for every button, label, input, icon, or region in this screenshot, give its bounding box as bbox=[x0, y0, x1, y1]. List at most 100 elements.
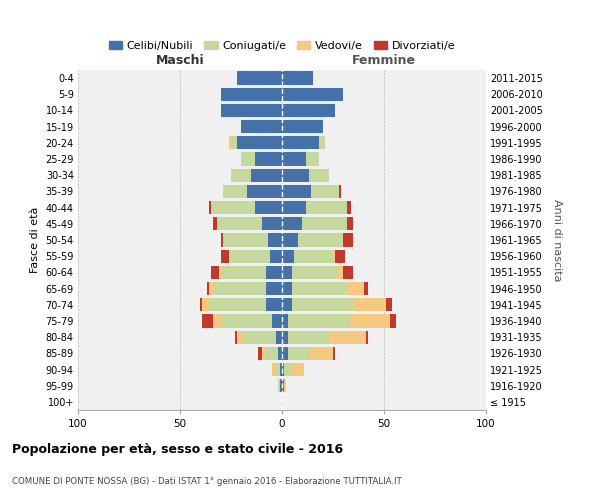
Bar bbox=[298, 234, 343, 246]
Bar bbox=[237, 136, 282, 149]
Bar bbox=[311, 185, 339, 198]
Bar bbox=[202, 314, 212, 328]
Bar bbox=[211, 266, 219, 279]
Bar bbox=[364, 282, 368, 295]
Y-axis label: Fasce di età: Fasce di età bbox=[30, 207, 40, 273]
Bar bbox=[386, 298, 392, 312]
Bar bbox=[292, 298, 353, 312]
Bar bbox=[247, 185, 282, 198]
Bar bbox=[241, 152, 256, 166]
Bar bbox=[294, 250, 333, 263]
Bar bbox=[272, 314, 282, 328]
Bar bbox=[221, 250, 229, 263]
Bar bbox=[282, 314, 288, 328]
Bar bbox=[251, 168, 282, 182]
Text: Maschi: Maschi bbox=[155, 54, 205, 67]
Bar bbox=[282, 152, 307, 166]
Bar bbox=[256, 201, 282, 214]
Bar bbox=[282, 185, 311, 198]
Bar bbox=[282, 168, 308, 182]
Bar bbox=[343, 266, 353, 279]
Bar bbox=[282, 88, 343, 101]
Bar bbox=[353, 298, 386, 312]
Bar bbox=[200, 298, 202, 312]
Bar bbox=[292, 282, 347, 295]
Bar bbox=[221, 88, 282, 101]
Bar bbox=[278, 346, 282, 360]
Bar bbox=[347, 201, 352, 214]
Bar bbox=[307, 201, 347, 214]
Bar bbox=[221, 104, 282, 117]
Bar bbox=[282, 282, 292, 295]
Bar bbox=[288, 346, 308, 360]
Bar bbox=[288, 314, 349, 328]
Bar bbox=[308, 346, 333, 360]
Bar bbox=[237, 72, 282, 85]
Bar bbox=[343, 234, 353, 246]
Bar bbox=[270, 250, 282, 263]
Bar bbox=[280, 379, 282, 392]
Bar bbox=[308, 168, 329, 182]
Bar bbox=[266, 266, 282, 279]
Text: Femmine: Femmine bbox=[352, 54, 416, 67]
Bar bbox=[288, 330, 329, 344]
Bar bbox=[211, 201, 256, 214]
Bar bbox=[282, 234, 298, 246]
Bar bbox=[268, 234, 282, 246]
Legend: Celibi/Nubili, Coniugati/e, Vedovi/e, Divorziati/e: Celibi/Nubili, Coniugati/e, Vedovi/e, Di… bbox=[104, 36, 460, 56]
Bar bbox=[292, 266, 337, 279]
Bar bbox=[257, 346, 262, 360]
Bar bbox=[243, 330, 276, 344]
Bar bbox=[302, 217, 347, 230]
Bar bbox=[272, 363, 276, 376]
Bar bbox=[212, 314, 221, 328]
Bar bbox=[266, 346, 278, 360]
Text: COMUNE DI PONTE NOSSA (BG) - Dati ISTAT 1° gennaio 2016 - Elaborazione TUTTITALI: COMUNE DI PONTE NOSSA (BG) - Dati ISTAT … bbox=[12, 477, 402, 486]
Bar bbox=[282, 217, 302, 230]
Bar bbox=[241, 120, 282, 134]
Bar bbox=[262, 217, 282, 230]
Bar bbox=[231, 136, 237, 149]
Bar bbox=[209, 201, 211, 214]
Bar bbox=[209, 282, 212, 295]
Bar bbox=[219, 266, 221, 279]
Bar bbox=[235, 330, 237, 344]
Bar bbox=[329, 330, 365, 344]
Bar bbox=[266, 282, 282, 295]
Bar bbox=[212, 217, 217, 230]
Bar bbox=[282, 104, 335, 117]
Bar bbox=[256, 152, 282, 166]
Bar bbox=[282, 136, 319, 149]
Bar bbox=[282, 379, 284, 392]
Bar bbox=[319, 136, 325, 149]
Bar bbox=[282, 330, 288, 344]
Bar bbox=[229, 250, 270, 263]
Bar bbox=[282, 201, 307, 214]
Bar bbox=[276, 363, 280, 376]
Bar bbox=[347, 217, 353, 230]
Bar bbox=[307, 152, 319, 166]
Bar bbox=[280, 363, 282, 376]
Bar bbox=[217, 217, 262, 230]
Bar bbox=[209, 298, 266, 312]
Bar bbox=[221, 314, 272, 328]
Bar bbox=[221, 266, 266, 279]
Bar bbox=[333, 250, 335, 263]
Bar bbox=[333, 346, 335, 360]
Bar bbox=[202, 298, 209, 312]
Bar bbox=[221, 234, 223, 246]
Bar bbox=[339, 185, 341, 198]
Bar bbox=[284, 363, 292, 376]
Bar bbox=[282, 250, 294, 263]
Bar bbox=[282, 266, 292, 279]
Bar bbox=[212, 282, 266, 295]
Bar bbox=[292, 363, 304, 376]
Bar bbox=[223, 234, 268, 246]
Bar bbox=[390, 314, 396, 328]
Bar bbox=[262, 346, 266, 360]
Text: Popolazione per età, sesso e stato civile - 2016: Popolazione per età, sesso e stato civil… bbox=[12, 442, 343, 456]
Bar bbox=[229, 136, 231, 149]
Bar bbox=[278, 379, 280, 392]
Bar bbox=[349, 314, 390, 328]
Bar bbox=[282, 72, 313, 85]
